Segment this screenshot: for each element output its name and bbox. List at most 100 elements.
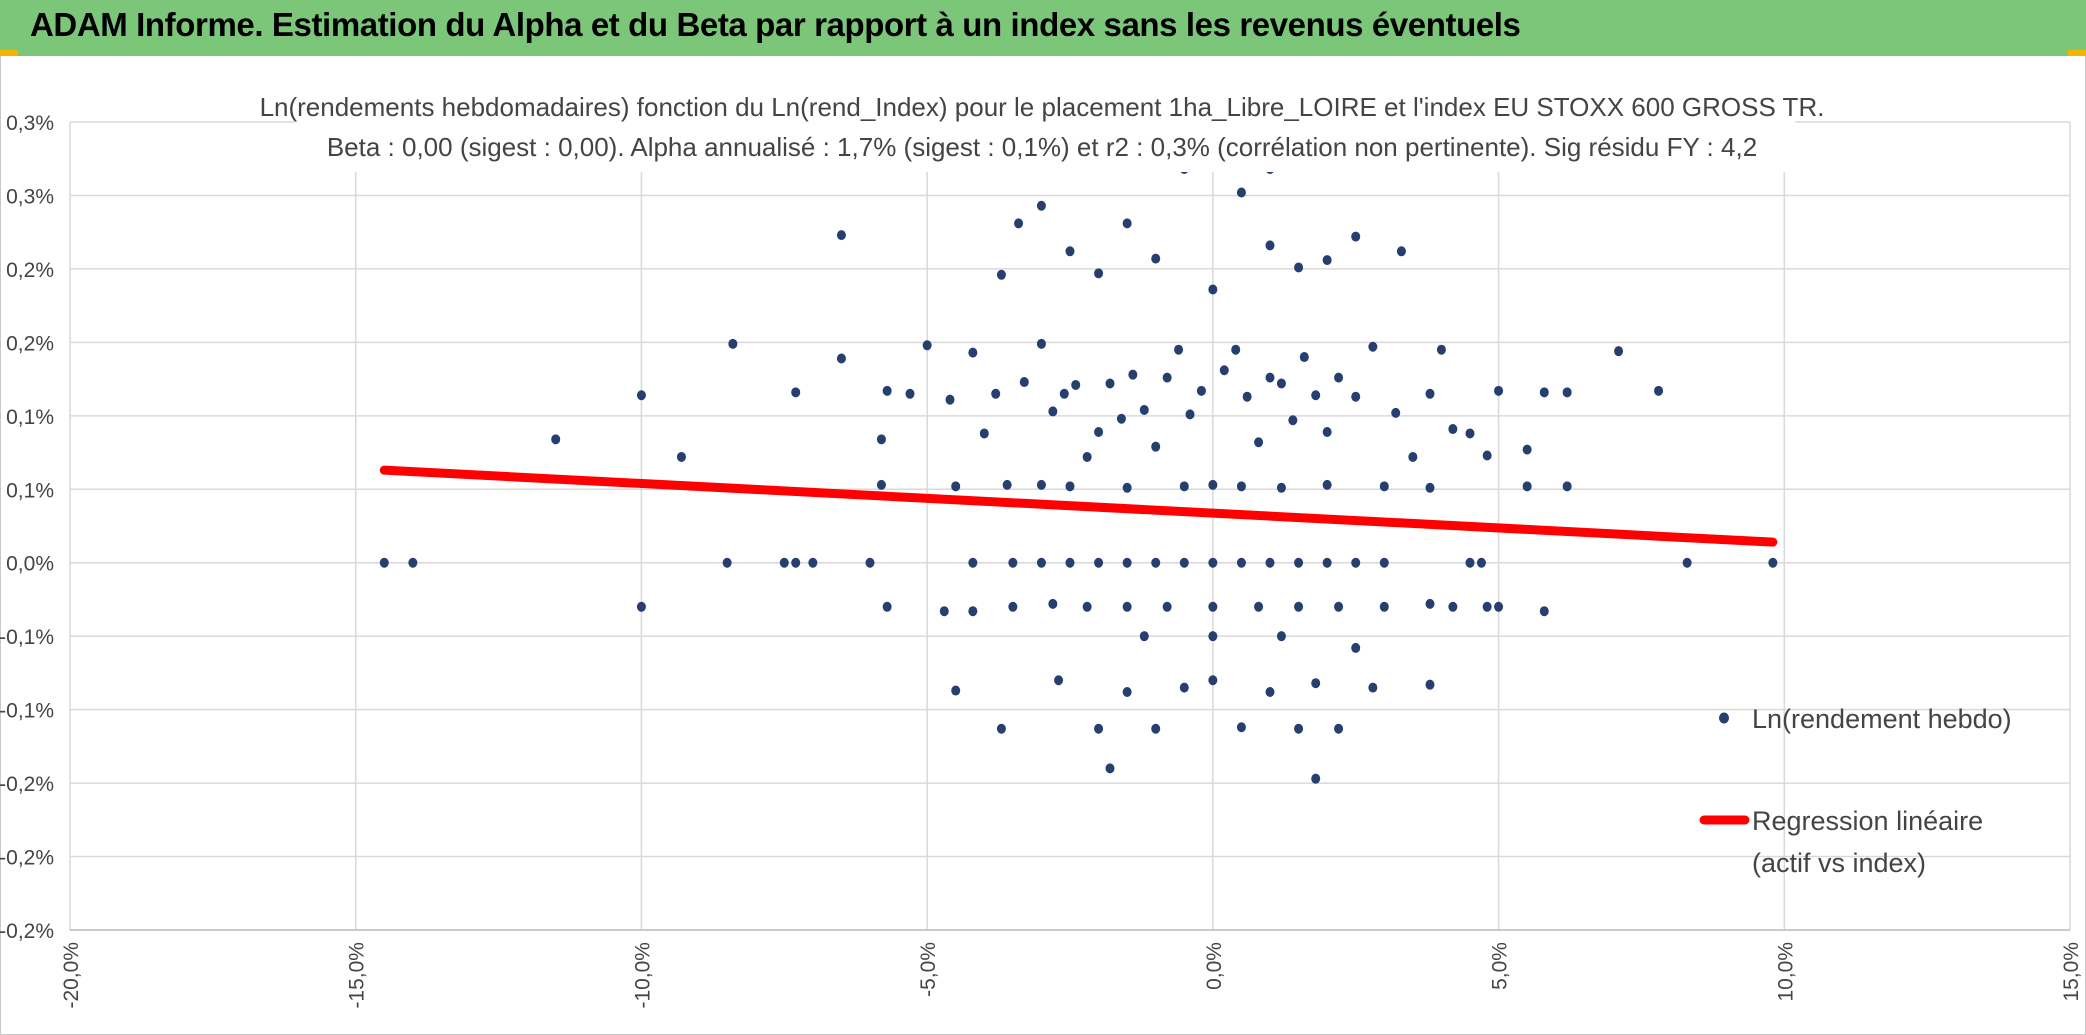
- data-point: [1368, 341, 1378, 352]
- y-tick-label: -0,1%: [0, 700, 54, 723]
- y-tick-label: -0,2%: [0, 847, 54, 870]
- data-point: [1065, 246, 1075, 257]
- data-point: [1162, 372, 1172, 383]
- data-point: [951, 685, 961, 696]
- data-point: [1105, 763, 1115, 774]
- data-point: [1236, 722, 1246, 733]
- data-point: [922, 340, 932, 351]
- data-point: [1236, 187, 1246, 198]
- y-tick-label: 0,1%: [6, 406, 54, 429]
- corner-marker-left: [0, 50, 18, 56]
- y-tick-label: 0,3%: [6, 112, 54, 135]
- data-point: [1351, 391, 1361, 402]
- data-point: [1322, 557, 1332, 568]
- data-point: [1236, 557, 1246, 568]
- data-point: [836, 353, 846, 364]
- data-point: [1036, 557, 1046, 568]
- data-point: [1465, 428, 1475, 439]
- data-point: [1094, 426, 1104, 437]
- data-point: [1059, 388, 1069, 399]
- data-point: [379, 557, 389, 568]
- data-point: [551, 434, 561, 445]
- data-point: [1122, 687, 1132, 698]
- data-point: [1448, 424, 1458, 435]
- data-point: [1465, 557, 1475, 568]
- data-point: [1139, 631, 1149, 642]
- data-point: [1425, 388, 1435, 399]
- data-point: [728, 338, 738, 349]
- data-point: [1185, 409, 1195, 420]
- data-point: [1408, 451, 1418, 462]
- data-point: [1539, 606, 1549, 617]
- data-point: [1082, 451, 1092, 462]
- data-point: [1379, 601, 1389, 612]
- data-point: [1048, 598, 1058, 609]
- data-point: [968, 347, 978, 358]
- data-point: [939, 606, 949, 617]
- data-point: [1122, 557, 1132, 568]
- data-point: [945, 394, 955, 405]
- data-point: [1122, 601, 1132, 612]
- data-point: [996, 723, 1006, 734]
- data-point: [1116, 413, 1126, 424]
- data-point: [1094, 723, 1104, 734]
- chart-subtitle: Beta : 0,00 (sigest : 0,00). Alpha annua…: [327, 132, 1757, 162]
- legend-label-line-2: (actif vs index): [1752, 848, 1926, 878]
- data-point: [1494, 385, 1504, 396]
- data-point: [1151, 723, 1161, 734]
- data-point: [1196, 385, 1206, 396]
- data-point: [836, 230, 846, 241]
- data-point: [1008, 557, 1018, 568]
- data-point: [1036, 338, 1046, 349]
- x-tick-label: 10,0%: [1774, 942, 1797, 1002]
- data-point: [1334, 723, 1344, 734]
- data-point: [1179, 557, 1189, 568]
- data-point: [1036, 479, 1046, 490]
- data-point: [791, 387, 801, 398]
- x-tick-label: 15,0%: [2060, 942, 2083, 1002]
- data-point: [1334, 601, 1344, 612]
- data-point: [1128, 369, 1138, 380]
- data-point: [1265, 372, 1275, 383]
- header-bar: ADAM Informe. Estimation du Alpha et du …: [0, 0, 2086, 56]
- data-point: [882, 601, 892, 612]
- data-point: [1151, 441, 1161, 452]
- data-point: [1036, 200, 1046, 211]
- data-point: [1179, 682, 1189, 693]
- data-point: [1436, 344, 1446, 355]
- data-point: [1048, 406, 1058, 417]
- data-point: [1265, 687, 1275, 698]
- regression-layer: [379, 465, 1778, 547]
- data-point: [1082, 601, 1092, 612]
- data-point: [1351, 557, 1361, 568]
- data-point: [882, 385, 892, 396]
- corner-marker-right: [2068, 50, 2086, 56]
- data-point: [1425, 598, 1435, 609]
- y-tick-label: 0,2%: [6, 332, 54, 355]
- data-point: [1008, 601, 1018, 612]
- y-tick-label: 0,2%: [6, 259, 54, 282]
- data-point: [1174, 344, 1184, 355]
- data-point: [1265, 557, 1275, 568]
- data-point: [968, 557, 978, 568]
- data-point: [1768, 557, 1778, 568]
- x-tick-label: -10,0%: [631, 942, 654, 1009]
- data-point: [1294, 601, 1304, 612]
- y-tick-label: -0,2%: [0, 920, 54, 943]
- data-point: [1122, 482, 1132, 493]
- data-point: [1351, 642, 1361, 653]
- data-point: [1208, 601, 1218, 612]
- data-point: [1122, 218, 1132, 229]
- data-point: [1294, 557, 1304, 568]
- data-point: [951, 481, 961, 492]
- data-point: [1054, 675, 1064, 686]
- x-tick-label: -20,0%: [60, 942, 83, 1009]
- legend-label-line: Regression linéaire: [1752, 806, 1983, 836]
- data-point: [1322, 255, 1332, 266]
- data-point: [1539, 387, 1549, 398]
- data-point: [1208, 557, 1218, 568]
- data-point: [1482, 450, 1492, 461]
- data-point: [1014, 218, 1024, 229]
- data-point: [1322, 479, 1332, 490]
